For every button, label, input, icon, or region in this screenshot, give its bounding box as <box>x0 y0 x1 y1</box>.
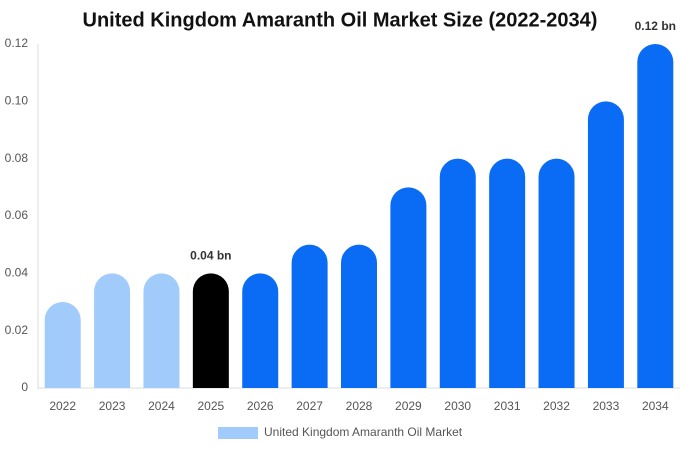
bar <box>242 273 279 388</box>
bar <box>291 244 328 388</box>
y-tick-label: 0.12 <box>5 36 29 50</box>
x-tick-label: 2027 <box>296 399 323 413</box>
value-label: 0.12 bn <box>635 19 676 33</box>
bar <box>390 187 427 388</box>
legend-swatch <box>218 427 258 439</box>
value-label: 0.04 bn <box>190 249 231 263</box>
x-tick-label: 2022 <box>49 399 76 413</box>
x-tick-label: 2025 <box>197 399 224 413</box>
x-tick-label: 2031 <box>494 399 521 413</box>
x-tick-label: 2033 <box>593 399 620 413</box>
x-tick-label: 2024 <box>148 399 175 413</box>
legend-label: United Kingdom Amaranth Oil Market <box>264 425 463 439</box>
x-tick-label: 2030 <box>444 399 471 413</box>
bar <box>538 158 575 388</box>
bar <box>637 44 674 388</box>
chart-title: United Kingdom Amaranth Oil Market Size … <box>83 9 598 31</box>
bar <box>192 273 229 388</box>
y-tick-label: 0.04 <box>5 266 29 280</box>
y-tick-label: 0 <box>21 380 28 394</box>
x-tick-label: 2028 <box>346 399 373 413</box>
bar <box>439 158 476 388</box>
x-tick-label: 2029 <box>395 399 422 413</box>
bar <box>489 158 526 388</box>
y-tick-label: 0.02 <box>5 323 29 337</box>
y-tick-label: 0.06 <box>5 208 29 222</box>
y-tick-label: 0.08 <box>5 151 29 165</box>
x-tick-label: 2034 <box>642 399 669 413</box>
x-tick-label: 2026 <box>247 399 274 413</box>
bar <box>94 273 131 388</box>
bar <box>341 244 377 388</box>
x-tick-label: 2023 <box>99 399 126 413</box>
y-tick-label: 0.10 <box>5 94 29 108</box>
bar <box>143 273 180 388</box>
bar <box>44 302 81 388</box>
x-tick-label: 2032 <box>543 399 570 413</box>
bar <box>587 101 624 388</box>
